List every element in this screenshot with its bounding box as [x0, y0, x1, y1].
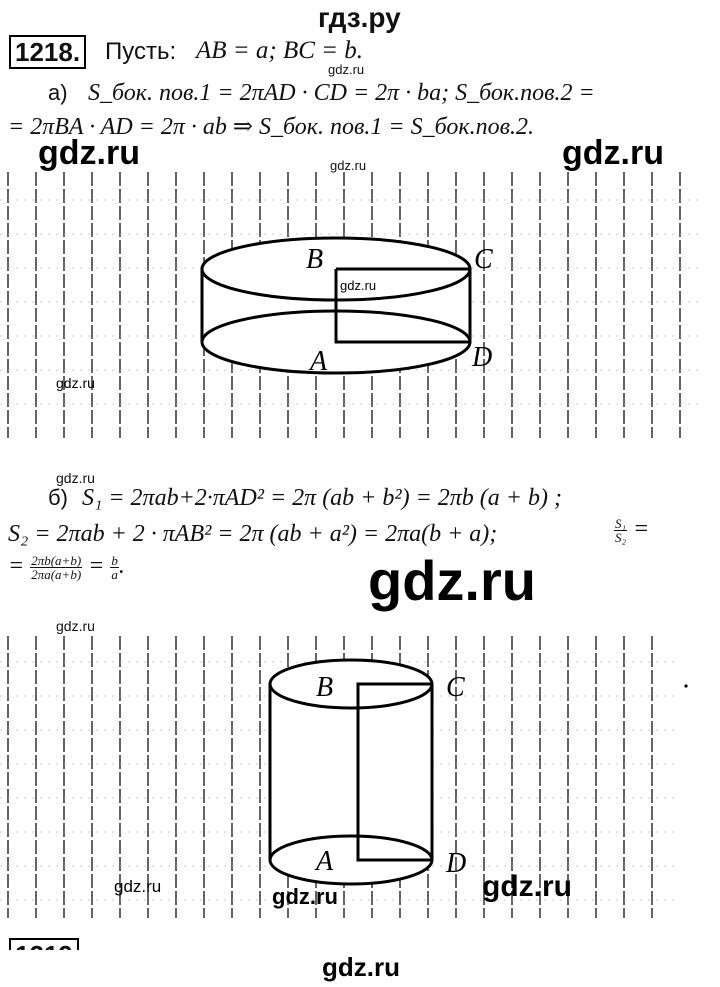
wm-small-fig1-a: gdz.ru: [340, 278, 376, 293]
footer-site: gdz.ru: [322, 952, 400, 982]
part-b-line2: S₂ = 2πab + 2 · πAB² = 2π (ab + a²) = 2π…: [8, 521, 498, 547]
wm-small-3: gdz.ru: [56, 470, 95, 486]
frac-denominator: 2πa(a+b): [31, 566, 82, 582]
ratio-denominator: S₂: [615, 529, 627, 545]
figure-2: B C A D gdz.ru: [0, 636, 688, 918]
fig2-label-B: B: [316, 672, 333, 703]
part-b-label: б): [48, 485, 68, 510]
fig1-label-D: D: [471, 342, 492, 373]
fig1-label-C: C: [474, 244, 493, 275]
fig2-label-C: C: [446, 672, 465, 703]
figure-1: B C A D gdz.ru gdz.ru: [0, 172, 700, 438]
header-site: гдз.ру: [318, 2, 401, 33]
wm-big-4: gdz.ru: [482, 870, 572, 903]
wm-small-fig1-b: gdz.ru: [56, 375, 95, 391]
part-a-line2: = 2πBA · AD = 2π · ab ⇒ S_бок. пов.1 = S…: [8, 114, 534, 140]
fig2-label-D: D: [445, 848, 466, 879]
fig2-label-A: A: [314, 846, 334, 877]
problem-intro-word: Пусть:: [105, 38, 177, 65]
next-problem-number: 1219: [9, 938, 79, 950]
part-b-ratio: S₁ S₂ =: [614, 515, 650, 545]
result-numerator: b: [110, 552, 119, 568]
stray-dot: [684, 684, 688, 688]
wm-huge: gdz.ru: [368, 549, 536, 612]
grid-lines-1: [7, 172, 681, 438]
wm-big-3: gdz.ru: [272, 884, 338, 909]
part-a-label: а): [48, 80, 68, 105]
problem-number: 1218.: [9, 35, 87, 69]
ratio-numerator: S₁: [614, 515, 628, 531]
wm-big-2: gdz.ru: [562, 134, 664, 172]
part-a-line1: S_бок. пов.1 = 2πAD · CD = 2π · ba; S_бо…: [88, 80, 595, 106]
part-b-line1: S₁ = 2πab+2·πAD² = 2π (ab + b²) = 2πb (a…: [82, 485, 562, 511]
wm-small-4: gdz.ru: [56, 618, 95, 634]
cylinder-2: [268, 658, 434, 886]
fig1-label-B: B: [306, 244, 323, 275]
wm-big-1: gdz.ru: [38, 134, 140, 172]
problem-intro-eq: AB = a; BC = b.: [196, 37, 364, 64]
result-denominator: a: [111, 566, 118, 582]
wm-small-fig2: gdz.ru: [114, 877, 161, 896]
cylinder-1: [200, 236, 472, 375]
next-problem-clip: 1219: [0, 936, 720, 950]
frac-numerator: 2πb(a+b): [30, 552, 83, 568]
grid-horizontal-2: [0, 661, 680, 901]
wm-small-2: gdz.ru: [330, 158, 367, 173]
fig1-label-A: A: [308, 346, 328, 377]
wm-small-1: gdz.ru: [328, 62, 365, 77]
